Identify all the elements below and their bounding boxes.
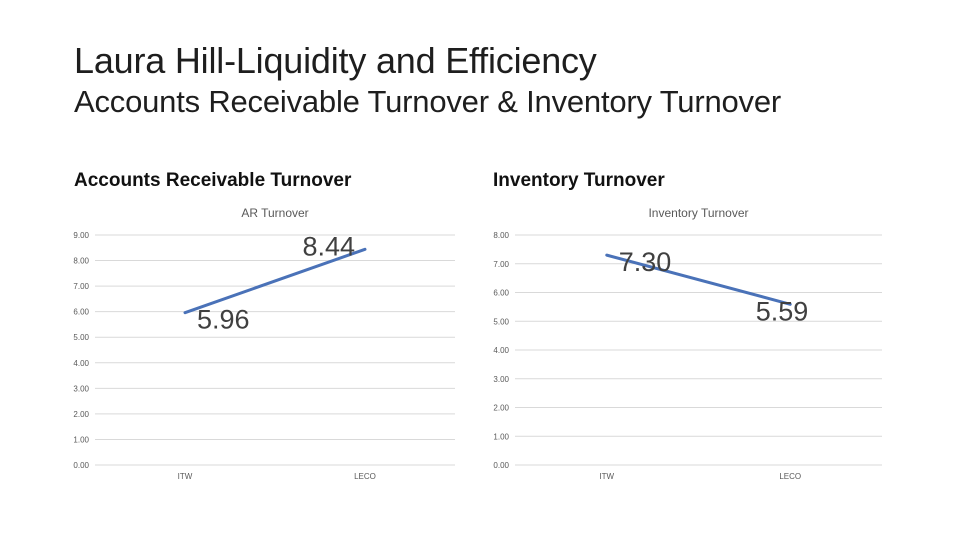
ar-y-tick-label: 2.00 [73,410,89,419]
inventory-data-label: 7.30 [619,247,672,277]
ar-y-tick-label: 3.00 [73,384,89,393]
ar-data-label: 8.44 [302,231,355,261]
inventory-data-label: 5.59 [756,296,809,326]
ar-data-label: 5.96 [197,305,250,335]
inventory-y-tick-label: 3.00 [493,375,509,384]
inventory-y-tick-label: 8.00 [493,231,509,240]
inventory-y-tick-label: 7.00 [493,260,509,269]
ar-y-tick-label: 8.00 [73,257,89,266]
ar-y-tick-label: 5.00 [73,333,89,342]
inventory-series-line [605,253,792,306]
inventory-y-tick-label: 1.00 [493,432,509,441]
ar-section-heading: Accounts Receivable Turnover [74,170,352,191]
ar-x-category-label: ITW [178,472,193,481]
inventory-section-heading: Inventory Turnover [493,170,665,191]
ar-turnover-chart: AR Turnover 0.00 1.00 2.00 3.00 4.00 5.00 6.00 7… [73,206,455,481]
slide-title: Laura Hill-Liquidity and Efficiency [74,40,597,81]
ar-y-tick-label: 0.00 [73,461,89,470]
inventory-y-tick-label: 6.00 [493,289,509,298]
inventory-turnover-chart: Inventory Turnover 0.00 1.00 2.00 3.00 4.00 5.… [493,206,882,481]
ar-chart-title: AR Turnover [241,206,308,220]
inventory-x-category-label: LECO [779,472,801,481]
ar-series-line [183,247,367,315]
inventory-chart-title: Inventory Turnover [648,206,748,220]
ar-y-tick-label: 6.00 [73,308,89,317]
inventory-y-tick-label: 0.00 [493,461,509,470]
inventory-y-tick-label: 4.00 [493,346,509,355]
ar-y-tick-label: 1.00 [73,435,89,444]
ar-y-tick-label: 9.00 [73,231,89,240]
ar-y-tick-label: 7.00 [73,282,89,291]
slide-subtitle: Accounts Receivable Turnover & Inventory… [74,84,781,119]
inventory-y-tick-label: 2.00 [493,404,509,413]
inventory-y-tick-label: 5.00 [493,317,509,326]
inventory-x-category-label: ITW [599,472,614,481]
ar-y-tick-label: 4.00 [73,359,89,368]
ar-x-category-label: LECO [354,472,376,481]
